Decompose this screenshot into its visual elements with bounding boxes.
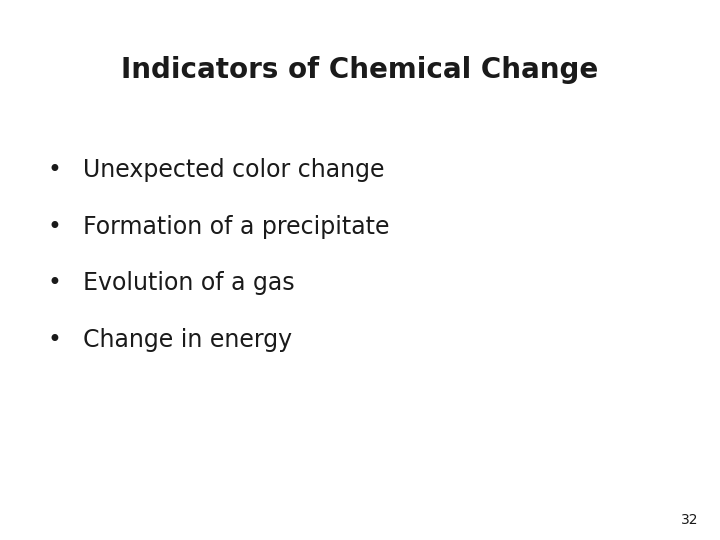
Text: 32: 32 <box>681 512 698 526</box>
Text: Evolution of a gas: Evolution of a gas <box>83 272 294 295</box>
Text: •: • <box>47 328 61 352</box>
Text: Indicators of Chemical Change: Indicators of Chemical Change <box>122 56 598 84</box>
Text: Formation of a precipitate: Formation of a precipitate <box>83 215 390 239</box>
Text: Change in energy: Change in energy <box>83 328 292 352</box>
Text: •: • <box>47 215 61 239</box>
Text: Unexpected color change: Unexpected color change <box>83 158 384 182</box>
Text: •: • <box>47 272 61 295</box>
Text: •: • <box>47 158 61 182</box>
